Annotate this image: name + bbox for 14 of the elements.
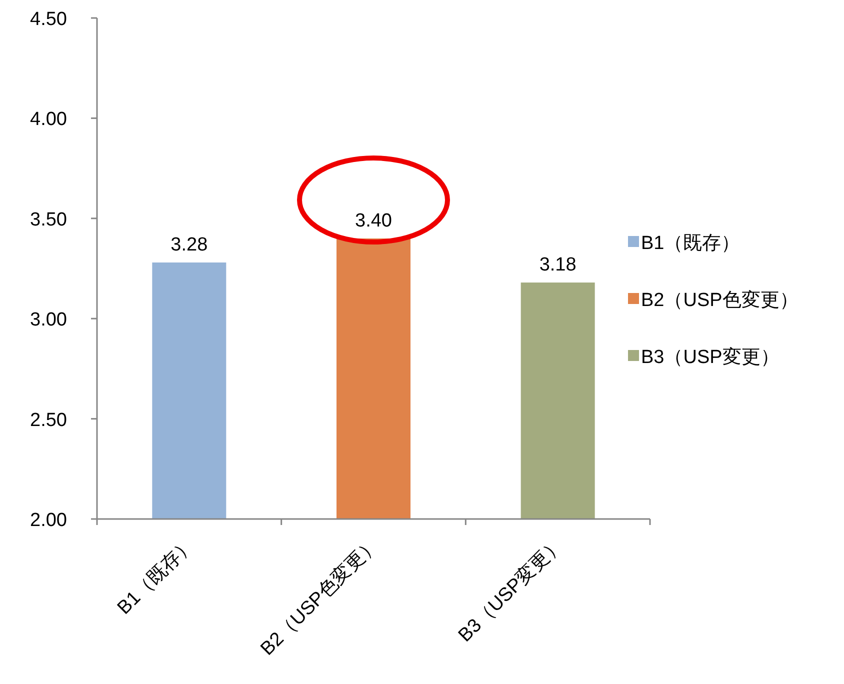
y-tick-label: 2.00: [30, 510, 67, 531]
y-tick-label: 3.50: [30, 209, 67, 230]
legend-label: B1（既存）: [641, 233, 740, 254]
data-label: 3.18: [539, 254, 576, 276]
data-label: 3.40: [355, 210, 392, 232]
y-tick-label: 4.00: [30, 109, 67, 130]
legend-label: B3（USP変更）: [641, 346, 780, 368]
x-tick-label: B1（既存）: [114, 534, 199, 619]
legend-label: B2（USP色変更）: [641, 289, 798, 311]
data-label: 3.28: [170, 234, 208, 256]
y-tick-label: 2.50: [30, 410, 67, 431]
x-tick-label: B2（USP色変更）: [256, 532, 384, 660]
y-tick-label: 4.50: [30, 9, 67, 30]
y-tick-label: 3.00: [30, 310, 67, 331]
